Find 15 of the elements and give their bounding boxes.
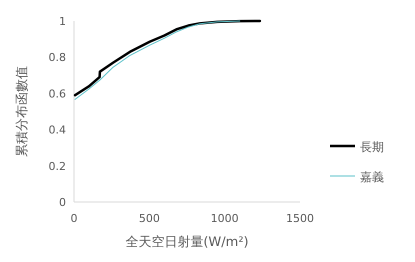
legend-label: 長期 (360, 140, 384, 154)
y-tick-label: 0.8 (48, 51, 66, 64)
x-tick-label: 1500 (286, 212, 314, 225)
y-tick-label: 0.2 (48, 160, 66, 173)
y-tick-label: 1 (59, 15, 66, 28)
y-tick-label: 0.4 (48, 124, 66, 137)
x-tick-label: 0 (70, 212, 78, 225)
y-tick-label: 0.6 (48, 87, 66, 100)
y-tick-label: 0 (59, 196, 66, 209)
x-tick-label: 500 (138, 212, 160, 225)
legend-label: 嘉義 (360, 170, 384, 184)
y-axis-title: 累積分布函數值 (15, 66, 30, 157)
x-axis-title: 全天空日射量(W/m²) (125, 235, 249, 250)
line-series (74, 20, 240, 100)
x-tick-label: 1000 (210, 212, 239, 225)
